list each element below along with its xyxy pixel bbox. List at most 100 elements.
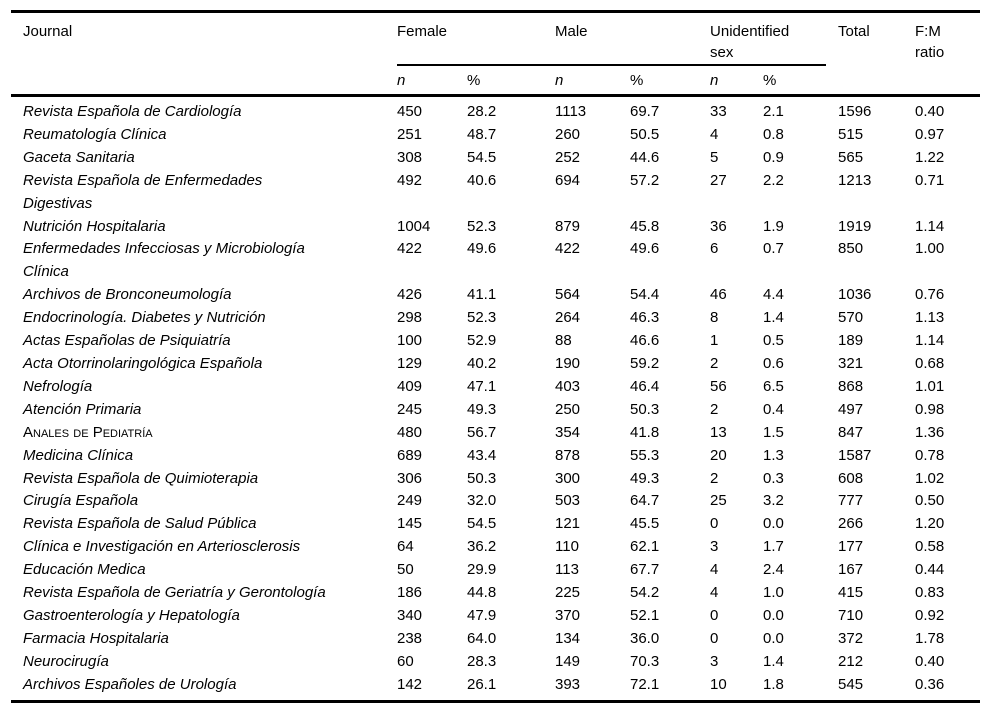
journal-name: Enfermedades Infecciosas y Microbiología… [23, 240, 305, 281]
unid-n-cell: 36 [710, 217, 727, 235]
header-sub-row: n % n % n % [11, 65, 980, 96]
unid-pct-cell: 0.0 [763, 515, 784, 533]
unid-pct-cell: 0.5 [763, 332, 784, 350]
male-n-cell: 694 [555, 171, 581, 189]
female-n-cell: 480 [397, 423, 423, 441]
fm-ratio-cell: 1.22 [915, 148, 945, 166]
male-n-cell: 190 [555, 354, 581, 372]
table-row: Nutrición Hospitalaria 1004 52.3 879 45.8 36 1… [11, 216, 980, 239]
male-pct-cell: 45.5 [630, 515, 660, 533]
unid-n-cell: 25 [710, 492, 727, 510]
unid-pct-cell: 0.9 [763, 148, 784, 166]
total-cell: 515 [838, 125, 864, 143]
journal-cell: Nefrología [11, 376, 397, 399]
male-n-cell: 149 [555, 652, 581, 670]
unid-pct-cell: 1.8 [763, 675, 784, 693]
journal-cell: Reumatología Clínica [11, 124, 397, 147]
total-cell: 415 [838, 584, 864, 602]
male-n-cell: 370 [555, 606, 581, 624]
fm-ratio-cell: 0.98 [915, 400, 945, 418]
male-pct-cell: 46.3 [630, 309, 660, 327]
female-pct-cell: 32.0 [467, 492, 497, 510]
fm-ratio-cell: 1.01 [915, 377, 945, 395]
table-row: Gaceta Sanitaria 308 54.5 252 44.6 5 0.9 565 1.2… [11, 147, 980, 170]
unid-n-cell: 56 [710, 377, 727, 395]
journal-cell: Enfermedades Infecciosas y Microbiología… [11, 238, 397, 284]
journal-name: Acta Otorrinolaringológica Española [23, 354, 263, 372]
table-row: Enfermedades Infecciosas y Microbiología… [11, 238, 980, 284]
female-pct-cell: 64.0 [467, 629, 497, 647]
fm-ratio-cell: 0.36 [915, 675, 945, 693]
female-pct-cell: 49.3 [467, 400, 497, 418]
female-pct-cell: 40.6 [467, 171, 497, 189]
unid-n-cell: 33 [710, 93, 764, 124]
total-cell: 1919 [838, 217, 872, 235]
female-n-cell: 1004 [397, 217, 431, 235]
male-pct-cell: 57.2 [630, 171, 660, 189]
female-n-cell: 422 [397, 240, 423, 258]
journal-name: Revista Española de Geriatría y Gerontol… [23, 584, 326, 602]
male-n-cell: 88 [555, 332, 572, 350]
journal-cell: Archivos Españoles de Urología [11, 674, 397, 701]
fm-ratio-cell: 0.92 [915, 606, 945, 624]
journal-cell: Revista Española de Enfermedades Digesti… [11, 170, 397, 216]
header-group-row: Journal Female Male Unidentified sex Tot… [11, 11, 980, 66]
male-pct-cell: 64.7 [630, 492, 660, 510]
journal-name: Revista Española de Cardiología [23, 103, 242, 120]
female-pct-cell: 29.9 [467, 561, 497, 579]
journal-name: Atención Primaria [23, 400, 142, 418]
female-n-cell: 245 [397, 400, 423, 418]
male-n-cell: 121 [555, 515, 581, 533]
male-pct-cell: 54.2 [630, 584, 660, 602]
journal-cell: Atención Primaria [11, 399, 397, 422]
journal-cell: Educación Medica [11, 559, 397, 582]
male-pct-cell: 46.6 [630, 332, 660, 350]
male-n-cell: 878 [555, 446, 581, 464]
table-row: Farmacia Hospitalaria 238 64.0 134 36.0 0 0.0 3… [11, 628, 980, 651]
unid-n-cell: 4 [710, 561, 719, 579]
female-pct-cell: 43.4 [467, 446, 497, 464]
total-cell: 570 [838, 309, 864, 327]
fm-ratio-cell: 1.00 [915, 240, 945, 258]
unid-pct-cell: 1.4 [763, 652, 784, 670]
table-row: Educación Medica 50 29.9 113 67.7 4 2.4 167 0.44 [11, 559, 980, 582]
fm-ratio-cell: 0.78 [915, 446, 945, 464]
total-cell: 212 [838, 652, 864, 670]
journal-name: Anales de Pediatría [23, 423, 153, 441]
journal-name: Actas Españolas de Psiquiatría [23, 332, 231, 350]
male-pct-cell: 49.6 [630, 240, 660, 258]
fm-ratio-cell: 0.97 [915, 125, 945, 143]
unid-pct-cell: 6.5 [763, 377, 784, 395]
unid-pct-cell: 2.1 [763, 93, 827, 124]
male-pct-cell: 46.4 [630, 377, 660, 395]
journal-name: Medicina Clínica [23, 446, 134, 464]
male-pct-cell: 50.3 [630, 400, 660, 418]
female-n-cell: 308 [397, 148, 423, 166]
journal-cell: Medicina Clínica [11, 445, 397, 468]
table-row: Atención Primaria 245 49.3 250 50.3 2 0.4 497 0.… [11, 399, 980, 422]
female-pct-cell: 49.6 [467, 240, 497, 258]
column-header-journal-label: Journal [23, 23, 73, 40]
subheader-female-n: n [397, 71, 406, 89]
journal-cell: Endocrinología. Diabetes y Nutrición [11, 307, 397, 330]
total-cell: 167 [838, 561, 864, 579]
total-cell: 497 [838, 400, 864, 418]
unid-n-cell: 10 [710, 675, 727, 693]
table-row: Revista Española de Geriatría y Gerontol… [11, 582, 980, 605]
unid-n-cell: 4 [710, 584, 719, 602]
male-pct-cell: 72.1 [630, 675, 660, 693]
table-row: Revista Española de Salud Pública 145 54.5… [11, 513, 980, 536]
journal-name: Nefrología [23, 377, 93, 395]
unid-pct-cell: 0.3 [763, 469, 784, 487]
journal-cell: Gaceta Sanitaria [11, 147, 397, 170]
unid-pct-cell: 0.6 [763, 354, 784, 372]
subheader-male-pct: % [630, 71, 644, 89]
journal-cell: Acta Otorrinolaringológica Española [11, 353, 397, 376]
unid-n-cell: 1 [710, 332, 719, 350]
male-n-cell: 113 [555, 561, 579, 579]
unid-n-cell: 13 [710, 423, 727, 441]
male-n-cell: 503 [555, 492, 581, 510]
journal-cell: Archivos de Bronconeumología [11, 284, 397, 307]
unid-pct-cell: 2.4 [763, 561, 784, 579]
journal-name: Archivos Españoles de Urología [23, 675, 237, 693]
